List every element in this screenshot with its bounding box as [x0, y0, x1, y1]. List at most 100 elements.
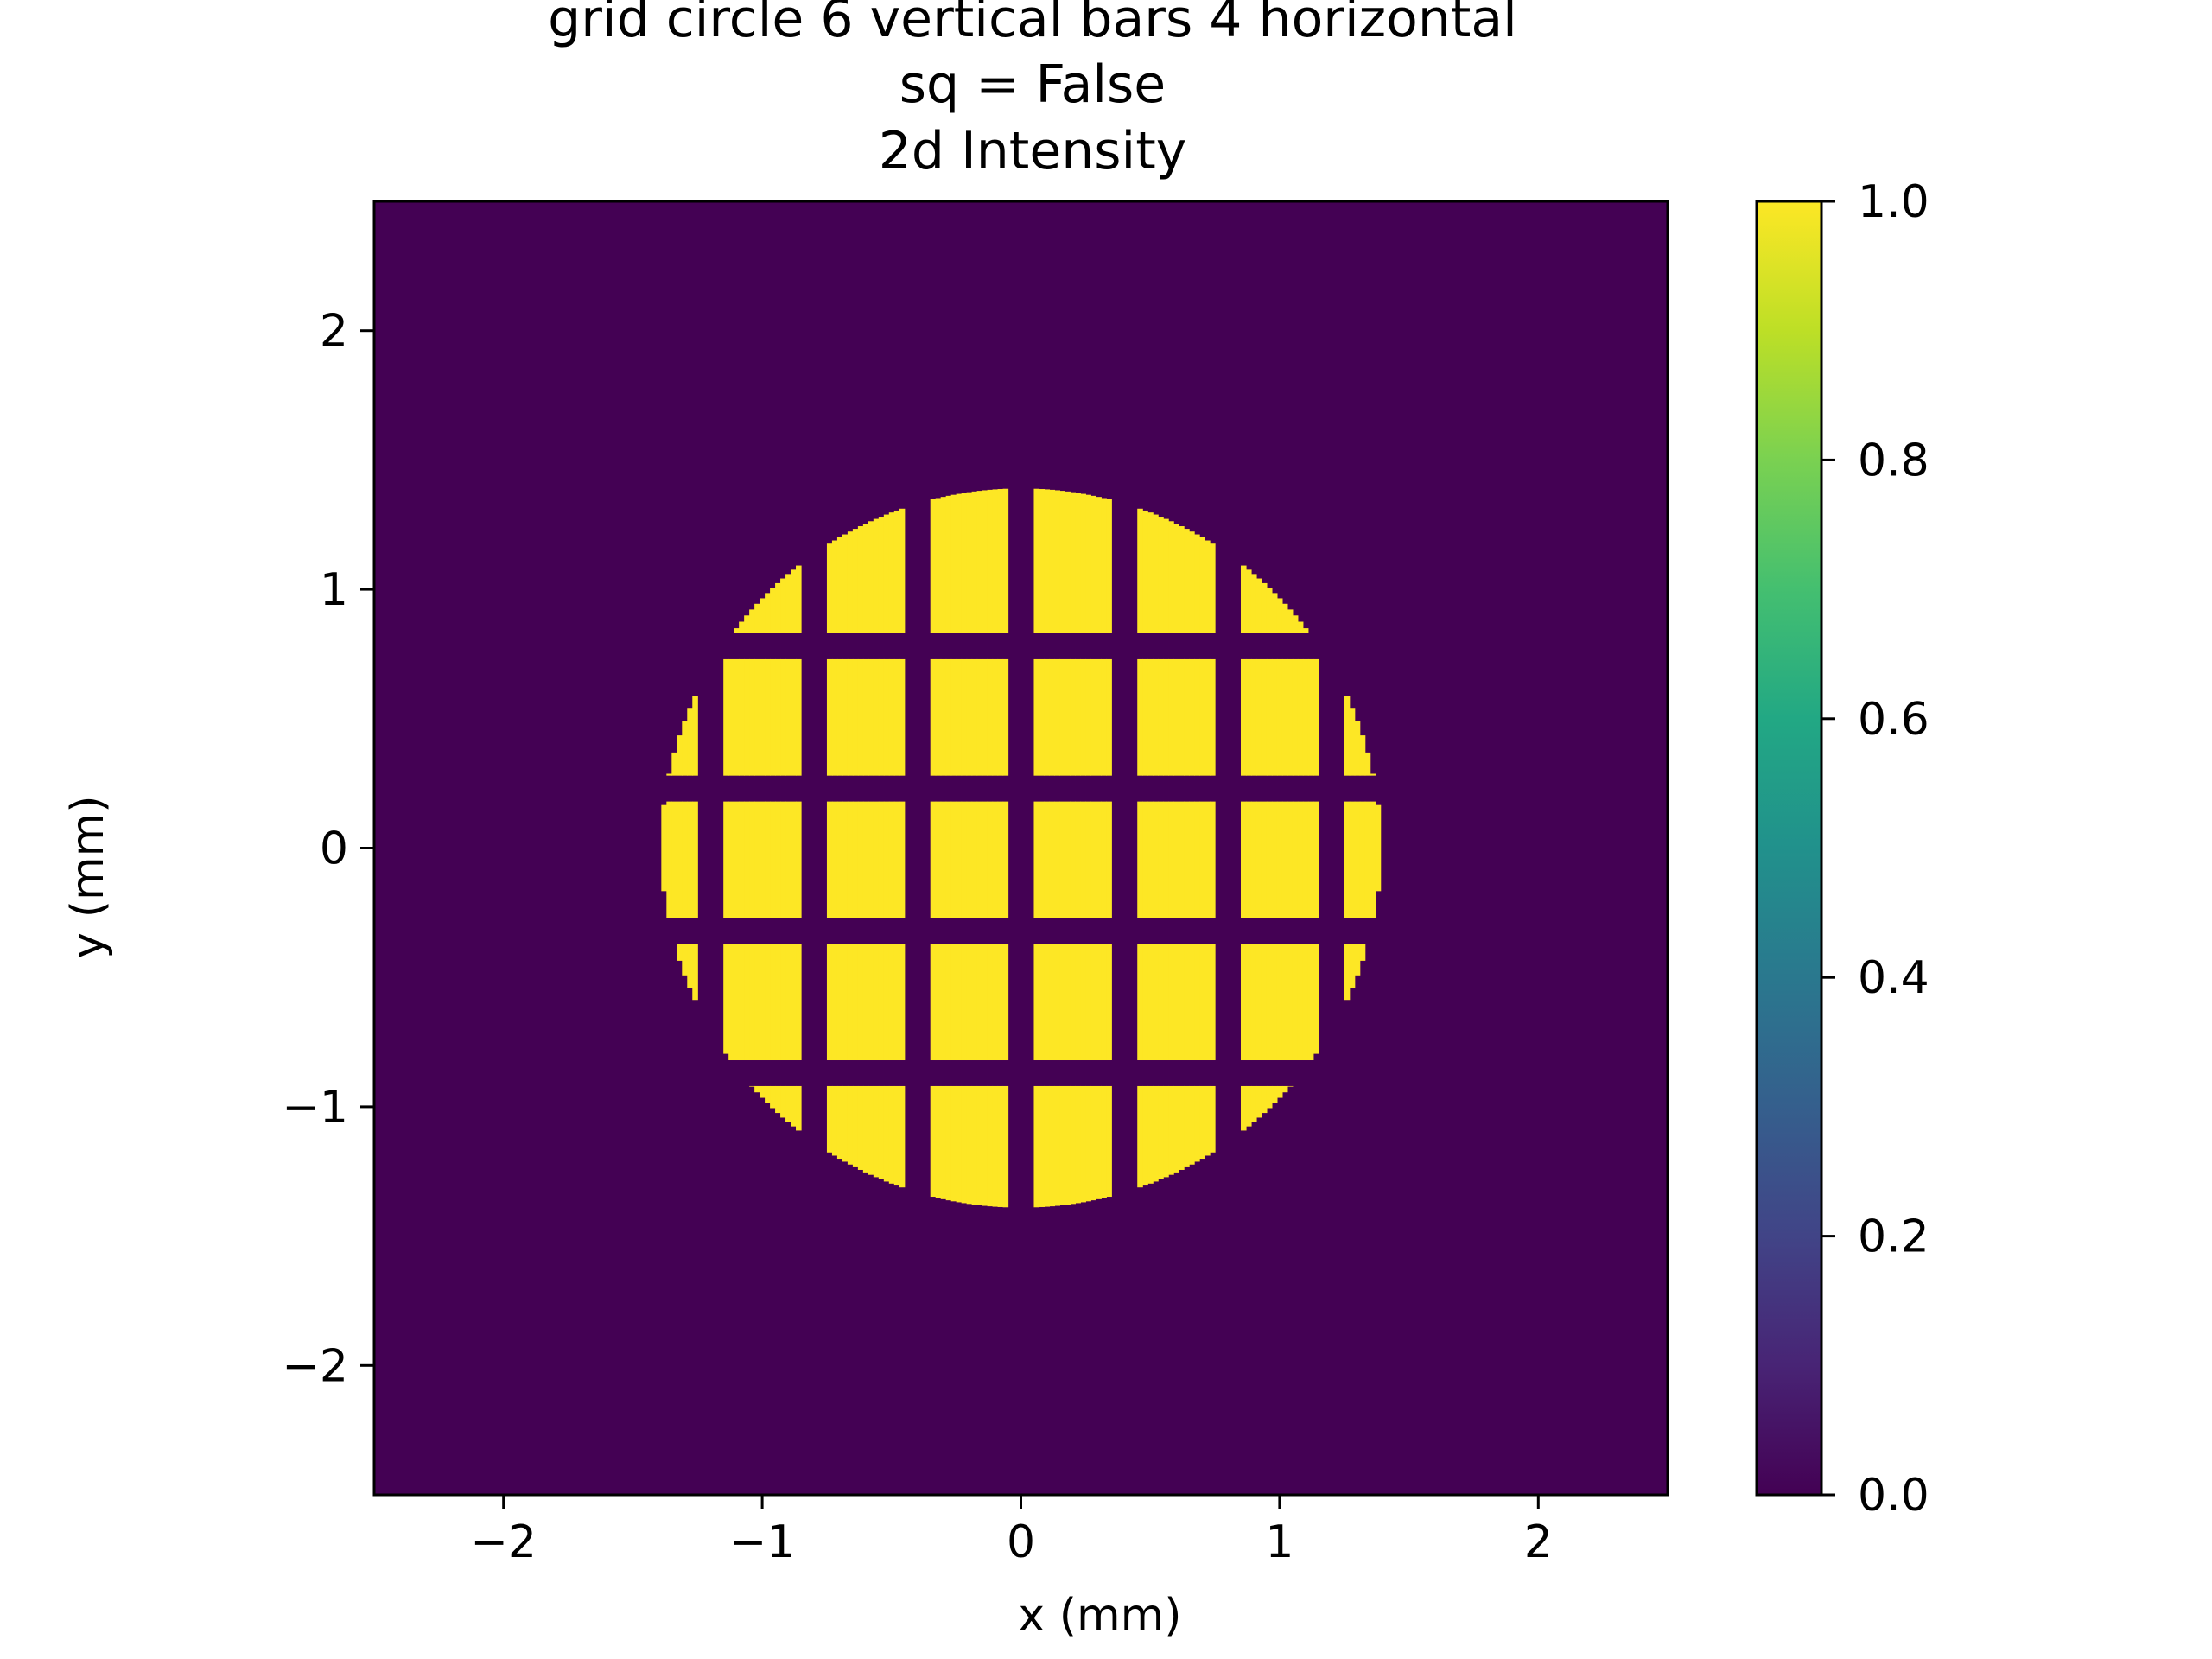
aperture-segment — [945, 658, 952, 776]
aperture-segment — [785, 944, 791, 1061]
aperture-segment — [1101, 944, 1107, 1061]
aperture-segment — [987, 1085, 994, 1207]
aperture-segment — [1292, 944, 1299, 1061]
aperture-segment — [961, 493, 968, 633]
aperture-segment — [1240, 801, 1247, 918]
aperture-segment — [1096, 658, 1102, 776]
aperture-segment — [852, 801, 859, 918]
aperture-segment — [1302, 944, 1309, 1061]
aperture-segment — [1370, 801, 1376, 918]
aperture-segment — [930, 944, 937, 1061]
aperture-segment — [878, 517, 885, 633]
aperture-segment — [945, 944, 952, 1061]
aperture-segment — [868, 1085, 874, 1175]
aperture-segment — [1307, 944, 1314, 1061]
aperture-segment — [1375, 804, 1382, 892]
y-axis: −2 −1 0 1 2 — [282, 306, 374, 1392]
aperture-segment — [1168, 521, 1174, 633]
aperture-segment — [883, 1085, 890, 1182]
aperture-segment — [1302, 628, 1309, 633]
aperture-segment — [997, 658, 1004, 776]
aperture-segment — [1205, 540, 1211, 633]
aperture-segment — [1075, 1085, 1081, 1204]
aperture-segment — [739, 621, 745, 633]
aperture-segment — [847, 531, 854, 633]
aperture-segment — [956, 801, 963, 918]
aperture-segment — [966, 944, 973, 1061]
aperture-segment — [961, 1085, 968, 1204]
aperture-segment — [770, 801, 776, 918]
aperture-segment — [842, 801, 849, 918]
aperture-segment — [997, 489, 1004, 633]
aperture-segment — [1349, 801, 1356, 918]
aperture-segment — [1271, 944, 1278, 1061]
aperture-segment — [1054, 1085, 1061, 1206]
aperture-segment — [1033, 1085, 1040, 1208]
aperture-segment — [826, 801, 833, 918]
aperture-segment — [666, 773, 672, 776]
aperture-segment — [1281, 801, 1288, 918]
aperture-segment — [1163, 1085, 1169, 1178]
colorbar-tick-label: 0.8 — [1858, 435, 1929, 486]
aperture-segment — [868, 801, 874, 918]
aperture-segment — [987, 658, 994, 776]
aperture-segment — [1044, 801, 1051, 918]
aperture-segment — [1255, 658, 1262, 776]
aperture-segment — [1075, 944, 1081, 1061]
aperture-segment — [868, 944, 874, 1061]
aperture-segment — [1096, 1085, 1102, 1199]
aperture-segment — [1271, 1085, 1278, 1103]
aperture-segment — [1261, 1085, 1268, 1114]
aperture-segment — [1147, 1085, 1154, 1184]
aperture-segment — [883, 801, 890, 918]
aperture-segment — [831, 1085, 838, 1156]
aperture-segment — [1240, 944, 1247, 1061]
aperture-segment — [1210, 1085, 1216, 1153]
aperture-segment — [1039, 801, 1046, 918]
aperture-segment — [770, 1085, 776, 1109]
aperture-segment — [1205, 944, 1211, 1061]
aperture-segment — [1075, 493, 1081, 633]
aperture-segment — [826, 543, 833, 633]
aperture-segment — [873, 658, 880, 776]
aperture-segment — [1158, 517, 1164, 633]
aperture-segment — [888, 801, 895, 918]
aperture-segment — [1044, 658, 1051, 776]
aperture-segment — [677, 801, 683, 918]
aperture-segment — [868, 521, 874, 633]
aperture-segment — [775, 582, 781, 633]
aperture-segment — [971, 1085, 978, 1205]
aperture-segment — [785, 658, 791, 776]
aperture-segment — [749, 1085, 755, 1087]
aperture-segment — [982, 944, 988, 1061]
aperture-segment — [780, 578, 786, 633]
aperture-segment — [1158, 658, 1164, 776]
aperture-segment — [930, 658, 937, 776]
aperture-segment — [878, 1085, 885, 1179]
aperture-segment — [1184, 529, 1190, 633]
aperture-segment — [826, 658, 833, 776]
aperture-segment — [1281, 603, 1288, 633]
aperture-segment — [1205, 801, 1211, 918]
aperture-segment — [1137, 508, 1143, 633]
aperture-segment — [847, 658, 854, 776]
aperture-segment — [857, 526, 864, 633]
aperture-segment — [796, 801, 802, 918]
aperture-segment — [1240, 658, 1247, 776]
aperture-segment — [1302, 801, 1309, 918]
aperture-segment — [847, 801, 854, 918]
y-tick-label: −2 — [282, 1340, 348, 1392]
aperture-segment — [671, 801, 677, 918]
aperture-segment — [862, 658, 869, 776]
aperture-segment — [1090, 495, 1096, 633]
aperture-segment — [1199, 944, 1205, 1061]
aperture-segment — [1194, 534, 1200, 633]
aperture-segment — [1245, 658, 1252, 776]
aperture-segment — [899, 801, 906, 918]
aperture-segment — [770, 944, 776, 1061]
aperture-segment — [893, 944, 900, 1061]
aperture-segment — [1179, 801, 1185, 918]
aperture-segment — [1307, 658, 1314, 776]
aperture-segment — [1271, 658, 1278, 776]
aperture-segment — [1153, 514, 1159, 633]
